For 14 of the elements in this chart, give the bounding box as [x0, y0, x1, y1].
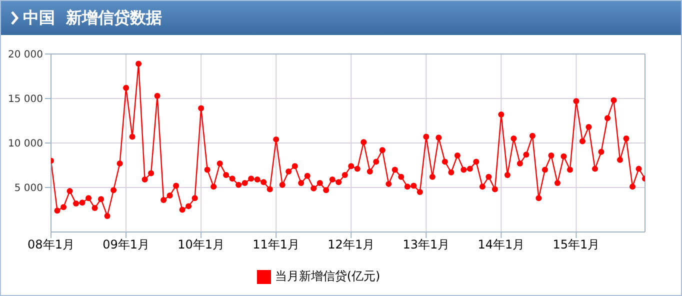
legend-label: 当月新增信贷(亿元)	[274, 269, 380, 283]
y-tick-label: 20 000	[8, 50, 43, 61]
y-tick-label: 10 000	[8, 138, 43, 150]
y-tick-label: 5 000	[14, 183, 43, 194]
x-tick-label: 14年1月	[478, 238, 525, 252]
x-tick-label: 12年1月	[328, 238, 375, 252]
x-tick-label: 11年1月	[252, 238, 300, 252]
x-tick-label: 13年1月	[402, 238, 450, 252]
x-tick-label: 10年1月	[178, 238, 225, 252]
x-tick-label: 15年1月	[552, 238, 600, 252]
x-tick-label: 08年1月	[28, 238, 74, 252]
x-tick-label: 09年1月	[102, 238, 150, 252]
chart-title: 中国 新增信贷数据	[23, 8, 162, 28]
y-tick-label: 15 000	[8, 94, 43, 106]
